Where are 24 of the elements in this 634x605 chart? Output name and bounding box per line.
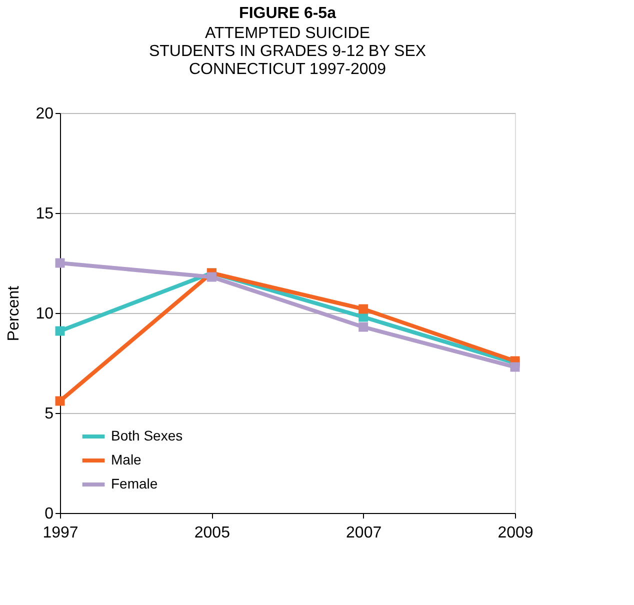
chart-title: FIGURE 6-5a xyxy=(239,5,336,22)
legend-label: Male xyxy=(111,452,142,468)
point xyxy=(358,304,368,314)
point xyxy=(358,322,368,332)
y-tick-label: 10 xyxy=(36,306,54,322)
x-tick-label: 2007 xyxy=(346,524,382,542)
y-tick-label: 0 xyxy=(44,506,54,522)
text: CONNECTICUT 1997-2009 xyxy=(188,61,386,78)
x-tick-label: 2009 xyxy=(498,524,534,542)
y-tick-label: 20 xyxy=(36,106,54,122)
legend-label: Both Sexes xyxy=(111,428,183,444)
point xyxy=(55,258,65,268)
point xyxy=(55,396,65,406)
legend-label: Female xyxy=(111,476,158,492)
text: STUDENTS IN GRADES 9-12 BY SEX xyxy=(148,43,426,60)
point xyxy=(55,326,65,336)
text: ATTEMPTED SUICIDE xyxy=(204,25,370,42)
y-tick-label: 15 xyxy=(36,206,54,222)
x-tick-label: 1997 xyxy=(42,524,78,542)
point xyxy=(206,272,216,282)
x-tick-label: 2005 xyxy=(194,524,230,542)
point xyxy=(510,362,520,372)
y-tick-label: 5 xyxy=(44,406,54,422)
y-axis-title: Percent xyxy=(6,285,23,342)
